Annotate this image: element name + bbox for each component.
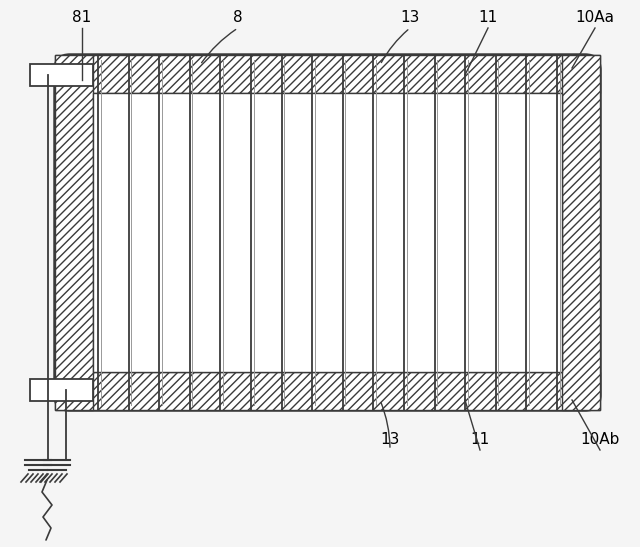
Text: 11: 11	[470, 432, 490, 447]
Text: 8: 8	[233, 10, 243, 25]
Bar	[55, 372, 600, 410]
Bar	[30, 64, 93, 86]
Text: 10Ab: 10Ab	[580, 432, 620, 447]
Bar	[55, 55, 93, 410]
Bar	[93, 93, 562, 372]
Text: 13: 13	[380, 432, 400, 447]
Text: 10Aa: 10Aa	[575, 10, 614, 25]
Bar	[55, 55, 600, 93]
Bar	[562, 55, 600, 410]
Bar	[30, 379, 93, 401]
Text: 81: 81	[72, 10, 92, 25]
Text: 13: 13	[400, 10, 420, 25]
Text: 11: 11	[478, 10, 498, 25]
FancyBboxPatch shape	[55, 55, 600, 410]
